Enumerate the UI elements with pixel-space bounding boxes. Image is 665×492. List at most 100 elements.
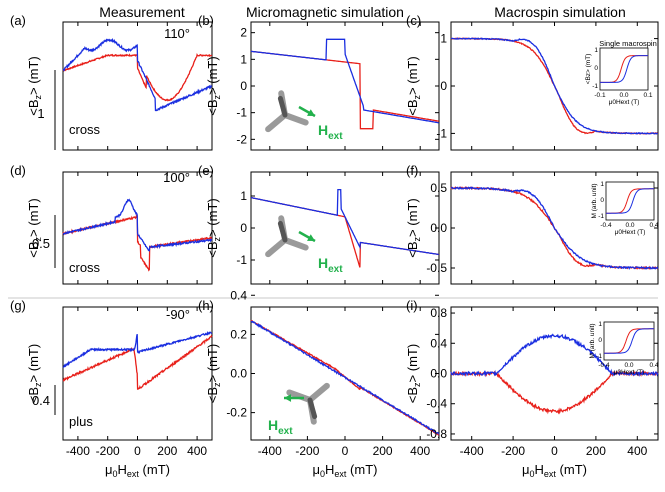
- y-tick-label: -0.8: [426, 427, 447, 441]
- y-axis-label: <Bz> (mT): [205, 56, 222, 115]
- y-tick-label: 0.4: [230, 288, 247, 302]
- wire-arm: [282, 237, 309, 251]
- x-axis-label: μ0Hext (mT): [313, 462, 378, 479]
- y-tick-label: 0.0: [430, 221, 447, 235]
- y-tick-label: 0.8: [430, 306, 447, 320]
- y-tick-label: 1: [240, 52, 247, 66]
- y-tick-label: 1: [440, 32, 447, 46]
- y-axis-label: <Bz> (mT): [205, 344, 222, 403]
- hext-label: Hext: [318, 255, 343, 275]
- hext-label: Hext: [268, 417, 293, 437]
- wire-arm: [282, 112, 309, 126]
- inset-y-tick: 1: [600, 181, 604, 188]
- y-tick-label: 0.2: [230, 327, 247, 341]
- panel-d: (d) <Bz> (mT) 100° cross 0.5: [10, 163, 213, 285]
- x-tick-label: 0: [551, 444, 558, 458]
- x-tick-label: 0: [134, 444, 141, 458]
- y-tick-label: -1: [236, 106, 247, 120]
- scale-bar-label: 1: [37, 106, 44, 121]
- y-tick-label: 1: [240, 189, 247, 203]
- inset-frame: [603, 321, 655, 361]
- inset-y-tick: 1: [594, 47, 598, 54]
- x-tick-label: 400: [410, 444, 430, 458]
- wire-arm: [265, 237, 288, 258]
- x-tick-label: 200: [373, 444, 393, 458]
- wire-structure: [286, 382, 330, 425]
- x-tick-label: 400: [187, 444, 207, 458]
- panel-g: (g) -400 -200 0 200 400 <Bz> (mT) μ0Hext (mT) -9…: [10, 298, 213, 479]
- config-label: cross: [69, 260, 101, 275]
- y-axis-label: <Bz> (mT): [26, 56, 43, 115]
- panels: (a) <Bz> (mT) 110° cross 1 (b) 2 1 0 -1 -2 <Bz> (mT…: [10, 13, 659, 479]
- wire-arm: [265, 112, 288, 133]
- inset-y-tick: 1: [598, 321, 602, 328]
- panel-e: (e) 1 0 -1 <Bz> (mT) Hext: [198, 163, 440, 285]
- field-arrow-head: [284, 394, 292, 402]
- inset-y-label: <Bz> (mT): [585, 54, 592, 85]
- inset-y-tick: 0: [598, 337, 602, 344]
- panel-label: (c): [406, 13, 421, 28]
- y-tick-label: -2: [236, 132, 247, 146]
- x-tick-label: -200: [501, 444, 525, 458]
- inset-y-label: M (arb. unit): [589, 323, 596, 358]
- curve-blue: [62, 330, 213, 368]
- y-tick-label: 0.5: [430, 181, 447, 195]
- inset-y-tick: 0: [594, 65, 598, 72]
- x-tick-label: -200: [295, 444, 319, 458]
- inset-y-tick: -1: [592, 83, 598, 90]
- curve-blue: [250, 188, 439, 256]
- config-label: plus: [69, 414, 93, 429]
- inset-x-tick: 0.1: [643, 92, 652, 99]
- curve-blue: [62, 198, 213, 252]
- angle-label: 100°: [163, 170, 190, 185]
- panel-i: (i) -400 -200 0 200 400 0.8 0.4 0.0 -0.4 -0.8 <Bz> …: [405, 298, 659, 479]
- x-tick-label: 0: [342, 444, 349, 458]
- panel-label: (b): [198, 13, 214, 28]
- config-label: cross: [69, 122, 101, 137]
- scale-bar-label: 0.4: [32, 393, 50, 408]
- curve-red: [62, 334, 213, 390]
- inset-x-tick: -0.1: [594, 92, 606, 99]
- panel-label: (i): [406, 298, 418, 313]
- y-axis-label: <Bz> (mT): [405, 344, 422, 403]
- wire-arm: [277, 220, 288, 243]
- inset-blue-branch: [600, 55, 648, 83]
- inset-x-label: μ0Hext (T): [614, 369, 645, 376]
- wire-arm: [307, 397, 318, 420]
- inset-x-label: μ0Hext (T): [609, 99, 640, 106]
- inset-title: Single macrospin: [599, 39, 657, 48]
- inset-x-tick: 0.0: [624, 362, 633, 369]
- inset-f: -0.4 0.0 0.4 1 0 -1 μ0Hext (T) M (arb. unit): [591, 181, 659, 236]
- y-axis-label: <Bz> (mT): [405, 198, 422, 257]
- inset-x-tick: -0.4: [600, 222, 612, 229]
- y-axis-label: <Bz> (mT): [26, 344, 43, 403]
- curve-blue: [450, 186, 659, 270]
- y-tick-label: -0.4: [426, 397, 447, 411]
- x-tick-label: 200: [157, 444, 177, 458]
- x-tick-label: -400: [66, 444, 90, 458]
- y-tick-label: 0.4: [430, 336, 447, 350]
- y-tick-label: 2: [240, 26, 247, 40]
- x-tick-label: 400: [627, 444, 647, 458]
- y-tick-label: -0.2: [226, 406, 247, 420]
- panel-b: (b) 2 1 0 -1 -2 <Bz> (mT) Hext: [198, 13, 440, 151]
- curve-blue: [62, 37, 213, 112]
- inset-blue-branch: [604, 328, 654, 354]
- y-tick-label: 0: [240, 79, 247, 93]
- column-title-measurement: Measurement: [99, 4, 185, 20]
- field-arrow-head: [307, 109, 315, 116]
- panel-c: (c)10-1<Bz> (mT)Single macrospin-0.1 0.0 0…: [405, 13, 659, 151]
- inset-y-tick: -1: [596, 353, 602, 360]
- inset-x-tick: 0.4: [649, 222, 658, 229]
- curve-blue: [450, 333, 659, 378]
- y-tick-label: -1: [236, 253, 247, 267]
- y-tick-label: -1: [436, 126, 447, 140]
- x-axis-label: μ0Hext (mT): [105, 462, 170, 479]
- inset-x-label: μ0Hext (T): [615, 229, 646, 236]
- inset-i: -0.4 0.0 0.4 1 0 -1 μ0Hext (T) M (arb. unit): [589, 321, 659, 376]
- wire-arm: [277, 95, 288, 118]
- inset-frame: [599, 47, 649, 91]
- scale-bar-label: 0.5: [32, 236, 50, 251]
- y-axis-label: <Bz> (mT): [26, 198, 43, 257]
